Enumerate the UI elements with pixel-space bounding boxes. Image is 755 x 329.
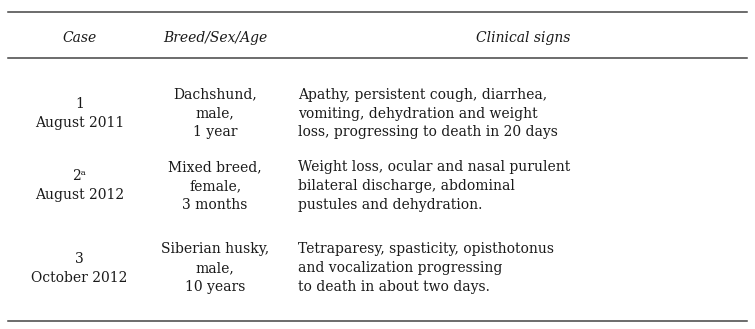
- Text: Tetraparesy, spasticity, opisthotonus
and vocalization progressing
to death in a: Tetraparesy, spasticity, opisthotonus an…: [298, 242, 554, 294]
- Text: 1
August 2011: 1 August 2011: [35, 97, 124, 130]
- Text: Siberian husky,
male,
10 years: Siberian husky, male, 10 years: [161, 242, 270, 294]
- Text: Dachshund,
male,
1 year: Dachshund, male, 1 year: [174, 88, 257, 139]
- Text: Mixed breed,
female,
3 months: Mixed breed, female, 3 months: [168, 160, 262, 212]
- Text: 3
October 2012: 3 October 2012: [31, 252, 128, 285]
- Text: Clinical signs: Clinical signs: [476, 31, 570, 45]
- Text: Weight loss, ocular and nasal purulent
bilateral discharge, abdominal
pustules a: Weight loss, ocular and nasal purulent b…: [298, 160, 571, 212]
- Text: 2ᵃ
August 2012: 2ᵃ August 2012: [35, 169, 124, 202]
- Text: Case: Case: [62, 31, 97, 45]
- Text: Apathy, persistent cough, diarrhea,
vomiting, dehydration and weight
loss, progr: Apathy, persistent cough, diarrhea, vomi…: [298, 88, 558, 139]
- Text: Breed/Sex/Age: Breed/Sex/Age: [163, 31, 267, 45]
